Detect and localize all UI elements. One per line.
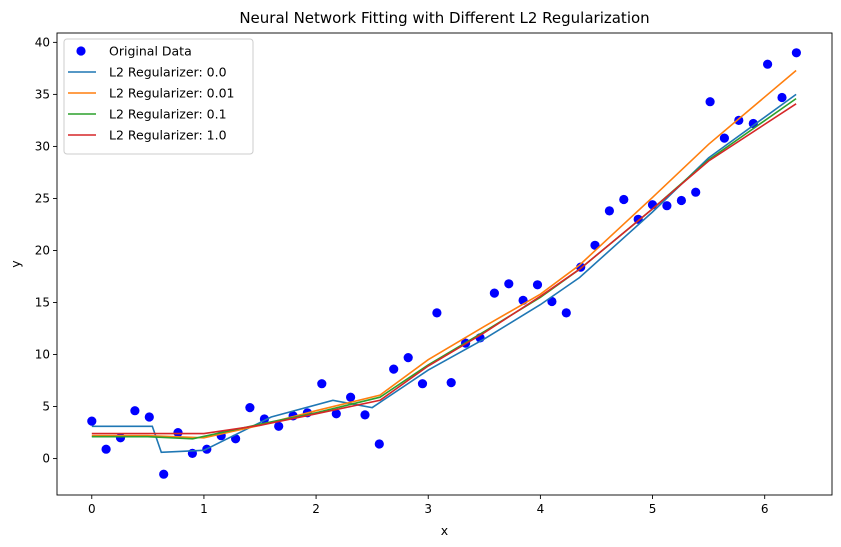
scatter-point [676,195,687,206]
plot-area [87,48,802,479]
scatter-point [791,48,802,58]
scatter-point [662,201,672,211]
x-tick-label: 4 [537,502,545,516]
y-tick-label: 25 [35,191,50,205]
x-tick-label: 2 [312,502,320,516]
y-axis-label: y [8,260,23,268]
x-axis-label: x [441,523,448,538]
series-line-3 [91,103,797,435]
series-line-1 [91,69,797,439]
scatter-point [748,118,758,129]
scatter-point [403,353,413,363]
series-line-0 [91,93,797,454]
legend-label: L2 Regularizer: 0.01 [109,86,235,101]
scatter-point [346,392,356,402]
scatter-point [432,308,442,318]
scatter-point [360,410,370,420]
scatter-point [331,409,341,419]
scatter-point [87,416,97,426]
scatter-point [489,288,499,298]
scatter-point [389,364,399,374]
scatter-point [245,403,255,413]
legend-label: Original Data [109,44,192,59]
y-tick-label: 35 [35,87,50,101]
legend-box [63,38,254,155]
legend: Original Data L2 Regularizer: 0.0 L2 Regul… [63,38,254,155]
x-tick-label: 3 [424,502,432,516]
axes: 0 1 2 3 4 5 6 0 5 10 15 20 25 30 35 40 [35,32,833,516]
scatter-point [504,279,514,289]
scatter-point [777,92,787,103]
y-tick-label: 5 [42,400,50,414]
scatter-point [619,194,629,205]
y-tick-label: 10 [35,348,50,362]
scatter-point [317,379,327,389]
scatter-point [417,379,428,389]
scatter-point [115,433,126,443]
x-tick-label: 6 [761,502,769,516]
y-tick-label: 40 [35,35,50,49]
scatter-point [173,428,183,438]
legend-marker [76,46,86,56]
y-tick-label: 0 [42,452,50,466]
chart-title: Neural Network Fitting with Different L2… [239,9,649,27]
legend-label: L2 Regularizer: 0.0 [109,65,227,80]
x-tick-label: 1 [200,502,208,516]
y-tick-label: 30 [35,139,50,153]
scatter-point [763,59,773,69]
y-tick-label: 20 [35,243,50,257]
x-tick-label: 5 [649,502,657,516]
scatter-point [561,308,571,318]
scatter-point [274,421,284,431]
scatter-point [705,97,715,107]
scatter-point [691,187,701,197]
legend-label: L2 Regularizer: 1.0 [109,128,227,143]
scatter-point [532,280,543,290]
scatter-point [101,444,111,454]
x-tick-label: 0 [88,502,96,516]
scatter-point [604,206,615,216]
axes-frame [56,32,833,496]
scatter-point [734,115,744,125]
scatter-point [159,469,169,479]
scatter-point [719,133,730,143]
scatter-point [130,406,140,416]
scatter-point [446,378,456,388]
scatter-point [374,439,384,449]
y-tick-label: 15 [35,296,50,310]
scatter-point [144,412,154,422]
legend-label: L2 Regularizer: 0.1 [109,107,227,122]
